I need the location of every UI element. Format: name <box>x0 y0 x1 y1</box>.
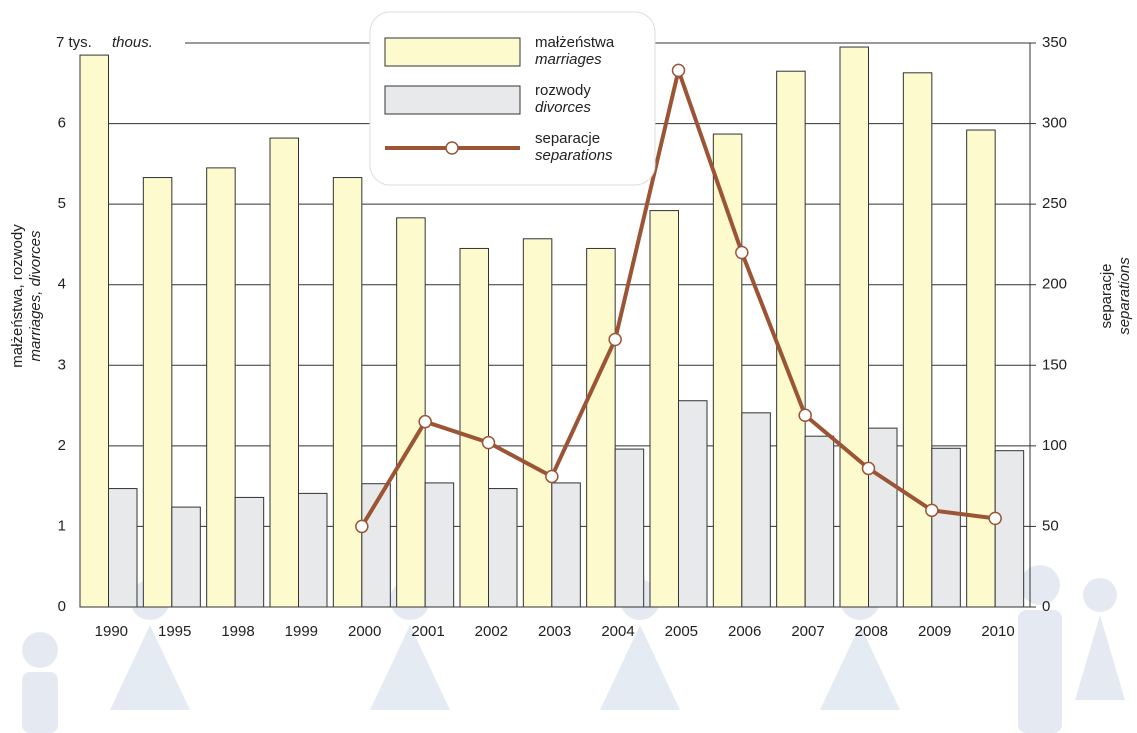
bar <box>713 134 742 607</box>
y2-tick-label: 200 <box>1042 276 1067 293</box>
bar <box>587 248 616 607</box>
x-tick-label: 1999 <box>285 623 318 640</box>
bar <box>489 489 518 607</box>
y-tick-label: 3 <box>58 356 66 373</box>
y-tick-label: 5 <box>58 195 66 212</box>
marker <box>419 416 431 428</box>
y2-tick-label: 150 <box>1042 356 1067 373</box>
bar <box>207 168 236 607</box>
bar <box>143 178 172 607</box>
marker <box>609 334 621 346</box>
bar <box>333 178 362 607</box>
marker <box>673 64 685 76</box>
bar <box>650 211 679 607</box>
y2-tick-label: 350 <box>1042 34 1067 51</box>
bar <box>235 497 264 607</box>
marker <box>863 462 875 474</box>
x-tick-label: 1998 <box>221 623 254 640</box>
x-tick-label: 1990 <box>95 623 128 640</box>
chart: 0 1 2 3 4 5 6 7 tys. 0 50 100 150 200 250 300 350 1990 19… <box>0 0 1137 733</box>
x-tick-label: 2005 <box>665 623 698 640</box>
bar <box>995 451 1024 607</box>
legend-label-en: separations <box>535 147 613 164</box>
y2-tick-label: 50 <box>1042 517 1059 534</box>
y2-tick-label: 250 <box>1042 195 1067 212</box>
x-tick-label: 2006 <box>728 623 761 640</box>
legend-label: małżeństwa <box>535 34 615 51</box>
marker <box>989 512 1001 524</box>
legend-swatch <box>385 38 520 66</box>
x-tick-label: 1995 <box>158 623 191 640</box>
bar <box>425 483 454 607</box>
bar <box>172 507 201 607</box>
bar <box>397 218 426 607</box>
bar <box>679 401 708 607</box>
y-tick-label: 7 tys. <box>56 34 92 51</box>
marker <box>356 520 368 532</box>
y-tick-label: 2 <box>58 437 66 454</box>
marker <box>483 437 495 449</box>
marker <box>926 504 938 516</box>
bar <box>80 55 109 607</box>
bar <box>523 239 552 607</box>
bar <box>777 71 806 607</box>
bar <box>840 47 869 607</box>
x-tick-label: 2007 <box>791 623 824 640</box>
marker <box>799 409 811 421</box>
x-tick-label: 2004 <box>601 623 634 640</box>
marker <box>736 246 748 258</box>
x-tick-label: 2001 <box>411 623 444 640</box>
legend-label-en: divorces <box>535 99 591 116</box>
y2-tick-label: 0 <box>1042 598 1050 615</box>
y2-tick-label: 300 <box>1042 115 1067 132</box>
y-tick-label: 6 <box>58 115 66 132</box>
y2-axis-title-en: separations <box>1116 257 1133 335</box>
bar <box>869 428 898 607</box>
legend-label: rozwody <box>535 82 591 99</box>
y-tick-label: 0 <box>58 598 66 615</box>
x-tick-label: 2002 <box>475 623 508 640</box>
x-tick-label: 2008 <box>855 623 888 640</box>
bar <box>270 138 299 607</box>
x-tick-label: 2010 <box>981 623 1014 640</box>
bar <box>932 448 961 607</box>
x-tick-label: 2003 <box>538 623 571 640</box>
marker <box>546 470 558 482</box>
x-tick-label: 2000 <box>348 623 381 640</box>
bar <box>967 130 996 607</box>
y2-axis-title: separacje <box>1098 263 1115 328</box>
legend-swatch <box>385 86 520 114</box>
bar <box>615 449 644 607</box>
bar <box>460 248 489 607</box>
bar <box>109 489 138 607</box>
bar <box>805 436 834 607</box>
x-tick-label: 2009 <box>918 623 951 640</box>
y-axis-title: małżeństwa, rozwody <box>9 224 26 368</box>
bar <box>903 73 932 607</box>
y-tick-label: 1 <box>58 517 66 534</box>
legend-swatch <box>446 142 458 154</box>
y-tick-label: 4 <box>58 276 66 293</box>
bar <box>552 483 581 607</box>
y2-tick-label: 100 <box>1042 437 1067 454</box>
y-unit: thous. <box>112 34 153 51</box>
bar <box>299 493 328 607</box>
bar <box>742 413 771 607</box>
legend-label: separacje <box>535 130 600 147</box>
legend-label-en: marriages <box>535 51 602 68</box>
y-axis-title-en: marriages, divorces <box>27 230 44 361</box>
